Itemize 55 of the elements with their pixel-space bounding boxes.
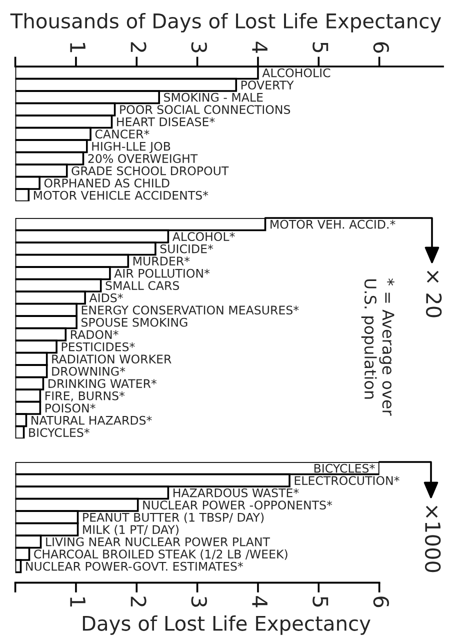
category-label: RADIATION WORKER [52, 354, 172, 364]
x-tick-label: 4 [252, 42, 268, 53]
category-label: CHARCOAL BROILED STEAK (1/2 LB /WEEK) [34, 549, 288, 560]
category-label: ENERGY CONSERVATION MEASURES* [82, 306, 299, 315]
category-label: DRINKING WATER* [48, 379, 157, 388]
category-label: 20% OVERWEIGHT [88, 154, 198, 164]
category-label: AIR POLLUTION* [114, 268, 210, 278]
category-label: PESTICIDES* [62, 342, 135, 352]
annotation: * = Average over U.S. population [361, 278, 394, 416]
category-label: BICYCLES* [29, 428, 90, 438]
category-label: HEART DISEASE* [117, 117, 215, 126]
x-tick-label: 2 [130, 596, 146, 606]
category-label: GRADE SCHOOL DROPOUT [72, 166, 229, 176]
category-label: CANCER* [95, 130, 150, 139]
x-tick-label: 3 [191, 42, 208, 52]
category-label: ALCOHOL* [172, 232, 235, 242]
category-label: SUICIDE* [160, 244, 214, 254]
x-tick-label: 5 [312, 596, 328, 607]
x-tick-label: 6 [373, 596, 390, 608]
category-label: POOR SOCIAL CONNECTIONS [120, 105, 290, 114]
category-label: SPOUSE SMOKING [82, 318, 188, 327]
category-label: RADON* [70, 330, 118, 340]
category-label: MURDER* [133, 256, 190, 266]
category-label: ALCOHOLIC [262, 68, 330, 78]
category-label: LIVING NEAR NUCLEAR POWER PLANT [46, 537, 270, 546]
category-label: FIRE, BURNS* [46, 391, 125, 402]
category-label: MOTOR VEHICLE ACCIDENTS* [34, 190, 208, 200]
category-label: NUCLEAR POWER-GOVT. ESTIMATES* [26, 562, 244, 571]
x-tick-label: 6 [373, 42, 390, 53]
x-tick-label: 4 [252, 596, 268, 608]
category-label: HIGH-LLE JOB [92, 142, 170, 153]
x-tick-label: 1 [70, 597, 86, 606]
category-label: AIDS* [89, 293, 123, 302]
x-axis-title: Days of Lost Life Expectancy [82, 615, 370, 635]
category-label: MILK (1 PT/ DAY) [83, 524, 178, 536]
category-label: SMOKING - MALE [164, 92, 263, 102]
x-tick-label: 5 [312, 42, 328, 52]
category-label: SMALL CARS [106, 281, 180, 290]
category-label: BICYCLES* [314, 464, 375, 473]
x-tick-label: 1 [70, 43, 86, 52]
category-label: ELECTROCUTION* [294, 476, 400, 486]
category-label: ORPHANED AS CHILD [44, 178, 170, 188]
category-label: POVERTY [241, 80, 294, 90]
category-label: MOTOR VEH. ACCID.* [270, 220, 396, 229]
x-axis-title: Thousands of Days of Lost Life Expectancy [10, 12, 442, 32]
category-label: PEANUT BUTTER (1 TBSP/ DAY) [83, 512, 264, 524]
text: × 20 [426, 270, 442, 318]
x-tick-label: 3 [191, 596, 208, 607]
category-label: HAZARDOUS WASTE* [174, 488, 299, 498]
text: ×1000 [424, 506, 441, 572]
category-label: POISON* [46, 404, 96, 413]
category-label: DROWNING* [52, 366, 126, 376]
category-label: NUCLEAR POWER -OPPONENTS* [143, 500, 332, 510]
x-tick-label: 2 [130, 42, 146, 52]
category-label: NATURAL HAZARDS* [32, 416, 152, 425]
